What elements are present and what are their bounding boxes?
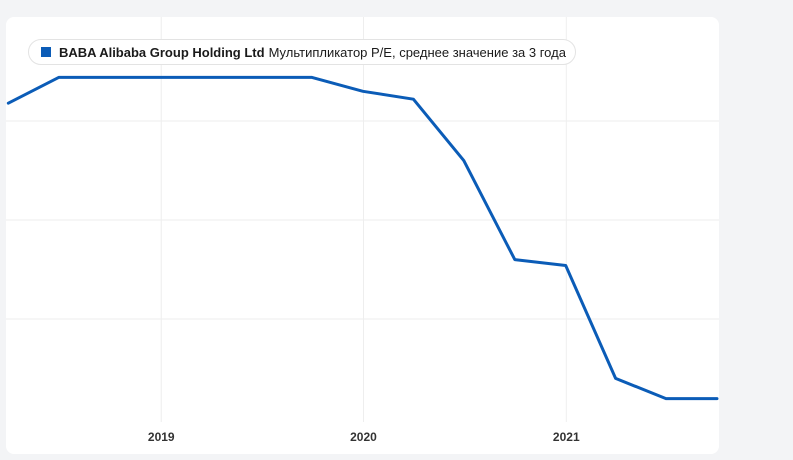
legend[interactable]: BABA Alibaba Group Holding Ltd Мультипли… <box>28 39 576 65</box>
series-group <box>6 75 719 401</box>
legend-ticker: BABA Alibaba Group Holding Ltd <box>59 44 265 60</box>
x-tick-label: 2021 <box>553 430 580 444</box>
chart-card: 2019 2020 2021 35.00 40.00 45.00 30.98 BABA … <box>6 17 719 454</box>
x-tick-label: 2019 <box>148 430 175 444</box>
series-line <box>6 75 719 401</box>
legend-swatch <box>41 47 51 57</box>
x-tick-label: 2020 <box>350 430 377 444</box>
legend-metric: Мультипликатор P/E, среднее значение за … <box>268 44 566 60</box>
grid-lines <box>6 17 719 422</box>
x-axis: 2019 2020 2021 <box>148 430 580 444</box>
